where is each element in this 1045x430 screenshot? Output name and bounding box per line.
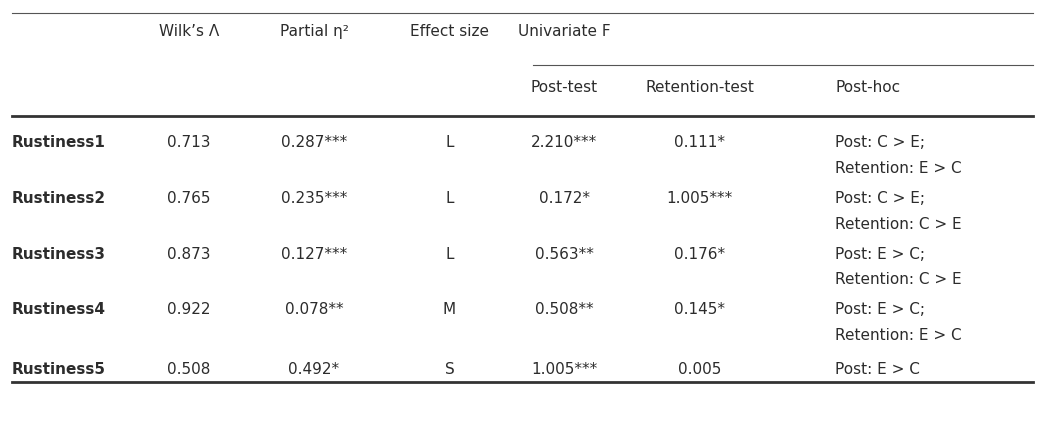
Text: Retention: C > E: Retention: C > E	[835, 272, 961, 286]
Text: Post: C > E;: Post: C > E;	[835, 135, 925, 150]
Text: Rustiness3: Rustiness3	[11, 246, 106, 261]
Text: Retention: E > C: Retention: E > C	[835, 327, 961, 342]
Text: 0.176*: 0.176*	[674, 246, 725, 261]
Text: L: L	[445, 190, 454, 206]
Text: Rustiness5: Rustiness5	[11, 361, 106, 376]
Text: 0.492*: 0.492*	[288, 361, 340, 376]
Text: M: M	[443, 301, 456, 316]
Text: Rustiness2: Rustiness2	[11, 190, 106, 206]
Text: 1.005***: 1.005***	[531, 361, 598, 376]
Text: L: L	[445, 246, 454, 261]
Text: 0.111*: 0.111*	[674, 135, 725, 150]
Text: 0.005: 0.005	[678, 361, 721, 376]
Text: S: S	[445, 361, 455, 376]
Text: 0.563**: 0.563**	[535, 246, 594, 261]
Text: Rustiness4: Rustiness4	[11, 301, 106, 316]
Text: Post: E > C;: Post: E > C;	[835, 301, 925, 316]
Text: Post-hoc: Post-hoc	[835, 80, 901, 94]
Text: Post: E > C: Post: E > C	[835, 361, 920, 376]
Text: 0.873: 0.873	[167, 246, 211, 261]
Text: 0.145*: 0.145*	[674, 301, 725, 316]
Text: Wilk’s Λ: Wilk’s Λ	[159, 24, 219, 39]
Text: Univariate F: Univariate F	[518, 24, 610, 39]
Text: Effect size: Effect size	[410, 24, 489, 39]
Text: 0.922: 0.922	[167, 301, 211, 316]
Text: L: L	[445, 135, 454, 150]
Text: 0.765: 0.765	[167, 190, 211, 206]
Text: 0.508: 0.508	[167, 361, 211, 376]
Text: Retention: E > C: Retention: E > C	[835, 160, 961, 175]
Text: Partial η²: Partial η²	[280, 24, 348, 39]
Text: 2.210***: 2.210***	[531, 135, 598, 150]
Text: 0.078**: 0.078**	[284, 301, 344, 316]
Text: 0.127***: 0.127***	[281, 246, 347, 261]
Text: 0.235***: 0.235***	[281, 190, 347, 206]
Text: 0.287***: 0.287***	[281, 135, 347, 150]
Text: Rustiness1: Rustiness1	[11, 135, 106, 150]
Text: Retention-test: Retention-test	[645, 80, 754, 94]
Text: Post: C > E;: Post: C > E;	[835, 190, 925, 206]
Text: Retention: C > E: Retention: C > E	[835, 216, 961, 231]
Text: 0.508**: 0.508**	[535, 301, 594, 316]
Text: 1.005***: 1.005***	[667, 190, 733, 206]
Text: 0.172*: 0.172*	[538, 190, 589, 206]
Text: Post-test: Post-test	[531, 80, 598, 94]
Text: 0.713: 0.713	[167, 135, 211, 150]
Text: Post: E > C;: Post: E > C;	[835, 246, 925, 261]
